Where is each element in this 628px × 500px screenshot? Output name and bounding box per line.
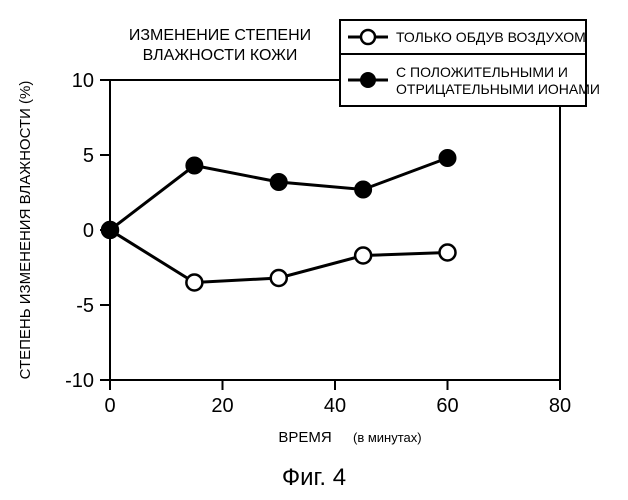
y-tick-label: 10: [72, 70, 94, 92]
x-tick-label: 60: [436, 395, 458, 417]
marker-with_ions: [271, 174, 287, 190]
y-tick-label: 5: [83, 145, 94, 167]
chart-title-line2: ВЛАЖНОСТИ КОЖИ: [143, 47, 298, 64]
x-axis-label: ВРЕМЯ: [278, 429, 331, 446]
x-tick-label: 80: [549, 395, 571, 417]
marker-air_only: [440, 245, 456, 261]
x-tick-label: 20: [211, 395, 233, 417]
x-tick-label: 40: [324, 395, 346, 417]
y-axis-label: СТЕПЕНЬ ИЗМЕНЕНИЯ ВЛАЖНОСТИ (%): [17, 81, 34, 380]
legend-label-1: ТОЛЬКО ОБДУВ ВОЗДУХОМ: [396, 29, 586, 45]
marker-with_ions: [102, 222, 118, 238]
legend-label-2b: ОТРИЦАТЕЛЬНЫМИ ИОНАМИ: [396, 81, 600, 97]
y-tick-label: -5: [76, 295, 94, 317]
y-tick-label: 0: [83, 220, 94, 242]
marker-air_only: [355, 248, 371, 264]
plot-frame: [110, 80, 560, 380]
marker-air_only: [186, 275, 202, 291]
marker-with_ions: [440, 150, 456, 166]
chart-svg: 0 20 40 60 80 -10 -5 0 5 10 ИЗМЕНЕНИЕ СТЕПЕНИ ВЛАЖН…: [0, 0, 628, 500]
chart-title-line1: ИЗМЕНЕНИЕ СТЕПЕНИ: [129, 27, 311, 44]
x-tick-label: 0: [104, 395, 115, 417]
figure-container: 0 20 40 60 80 -10 -5 0 5 10 ИЗМЕНЕНИЕ СТЕПЕНИ ВЛАЖН…: [0, 0, 628, 500]
x-axis-label-sub: (в минутах): [353, 430, 422, 445]
marker-with_ions: [355, 182, 371, 198]
y-tick-label: -10: [65, 370, 94, 392]
legend-label-2a: С ПОЛОЖИТЕЛЬНЫМИ И: [396, 64, 568, 80]
legend-marker-filled: [361, 73, 375, 87]
series-line-with_ions: [110, 158, 448, 230]
marker-air_only: [271, 270, 287, 286]
legend-marker-open: [361, 30, 375, 44]
figure-caption: Фиг. 4: [282, 464, 346, 491]
marker-with_ions: [186, 158, 202, 174]
